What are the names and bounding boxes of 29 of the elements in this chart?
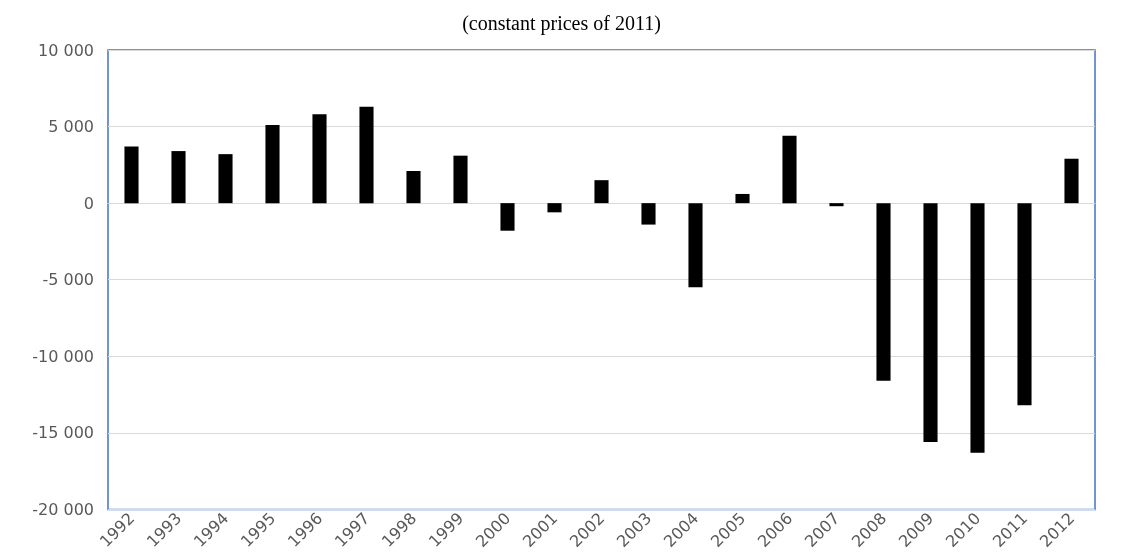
y-tick-label: -5 000 bbox=[42, 270, 94, 290]
bar bbox=[171, 151, 186, 204]
y-tick-label: -10 000 bbox=[32, 346, 94, 366]
bar bbox=[594, 180, 609, 204]
y-tick-label: -20 000 bbox=[32, 499, 94, 519]
bar bbox=[923, 203, 938, 443]
bar bbox=[641, 203, 656, 225]
y-tick-label: 0 bbox=[83, 193, 94, 213]
bar bbox=[218, 154, 233, 204]
bar bbox=[453, 155, 468, 204]
bar bbox=[265, 125, 280, 204]
bar bbox=[312, 114, 327, 204]
chart-title: (constant prices of 2011) bbox=[462, 12, 661, 35]
bar bbox=[876, 203, 891, 381]
y-tick-label: 10 000 bbox=[38, 40, 94, 60]
bar bbox=[359, 106, 374, 204]
y-tick-label: 5 000 bbox=[48, 117, 94, 137]
bar bbox=[124, 146, 139, 204]
bar bbox=[547, 203, 562, 213]
y-tick-label: -15 000 bbox=[32, 423, 94, 443]
bar bbox=[500, 203, 515, 231]
bar bbox=[1017, 203, 1032, 406]
bar bbox=[688, 203, 703, 288]
bar bbox=[1064, 158, 1079, 204]
bar bbox=[970, 203, 985, 453]
bar bbox=[406, 170, 421, 204]
bar bbox=[829, 203, 844, 207]
bar bbox=[782, 135, 797, 204]
bar bbox=[735, 193, 750, 204]
